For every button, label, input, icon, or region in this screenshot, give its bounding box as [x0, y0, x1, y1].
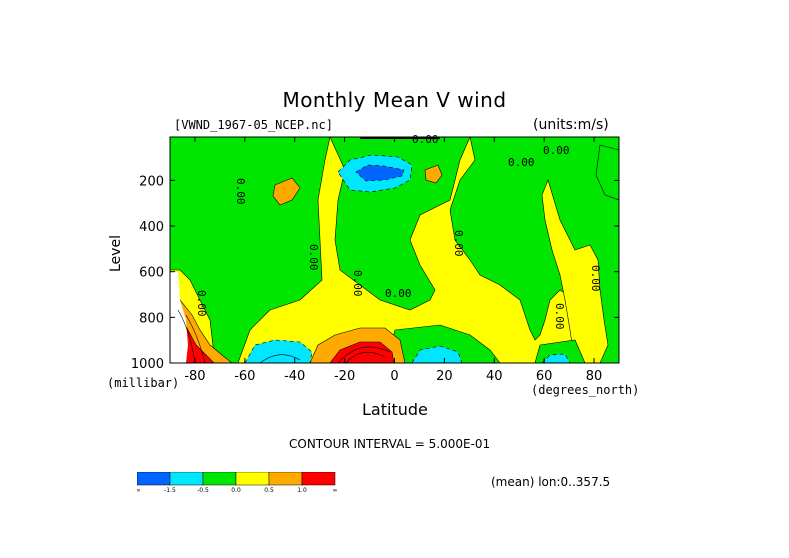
- y-tick-label: 400: [139, 220, 164, 235]
- y-tick-label: 600: [139, 266, 164, 281]
- colorbar: -∞ -1.5 -0.5 0.0 0.5 1.0 ∞: [137, 472, 338, 494]
- colorbar-swatch: [169, 472, 204, 486]
- x-tick-label: 80: [586, 369, 603, 384]
- colorbar-swatch: [202, 472, 237, 486]
- chart-title: Monthly Mean V wind: [282, 88, 507, 112]
- contour-interval-text: CONTOUR INTERVAL = 5.000E-01: [289, 437, 491, 451]
- x-axis-title: Latitude: [362, 400, 428, 419]
- contour-label: 0.00: [553, 303, 566, 330]
- y-axis-units: (millibar): [107, 376, 180, 390]
- contour-label: 0.00: [385, 287, 412, 300]
- colorbar-label: ∞: [333, 487, 338, 494]
- region-blue-jet-core: [355, 164, 405, 182]
- region-cyan-surface-north: [541, 353, 571, 363]
- file-label: [VWND_1967-05_NCEP.nc]: [174, 118, 333, 132]
- y-tick-label: 200: [139, 174, 164, 189]
- region-orange-upper-mid: [424, 164, 443, 184]
- y-axis: 200 400 600 800 1000: [131, 174, 619, 372]
- colorbar-label: -∞: [137, 487, 141, 494]
- x-tick-label: -20: [334, 369, 355, 384]
- contour-label: 0.00: [234, 178, 247, 205]
- mean-text: (mean) lon:0..357.5: [491, 475, 611, 489]
- y-tick-label: 800: [139, 311, 164, 326]
- colorbar-swatch: [137, 472, 171, 486]
- region-orange-upper-left: [272, 177, 301, 206]
- contour-label: 0.00: [543, 144, 570, 157]
- colorbar-label: 1.0: [297, 487, 307, 494]
- colorbar-label: -1.5: [164, 487, 176, 494]
- contour-label: 0.00: [508, 156, 535, 169]
- x-tick-label: 40: [486, 369, 503, 384]
- surface-contour-lines: [177, 309, 391, 363]
- x-tick-label: 20: [436, 369, 453, 384]
- x-tick-label: -60: [234, 369, 255, 384]
- colorbar-swatch: [301, 472, 336, 486]
- colorbar-label: 0.0: [231, 487, 241, 494]
- x-tick-label: 0: [390, 369, 398, 384]
- y-axis-title: Level: [108, 235, 124, 272]
- region-cyan-surface-equatorial: [411, 345, 463, 363]
- x-tick-label: -80: [184, 369, 205, 384]
- x-axis-units: (degrees_north): [531, 383, 640, 397]
- colorbar-label: 0.5: [264, 487, 274, 494]
- colorbar-label: -0.5: [197, 487, 209, 494]
- x-tick-label: -40: [284, 369, 305, 384]
- contour-label: 0.00: [589, 265, 602, 292]
- colorbar-swatch: [235, 472, 270, 486]
- contour-label-group: 0.00 0.00 0.00 0.00 0.00 0.00 0.00 0.00 0.00 0.00…: [195, 133, 602, 330]
- contour-label: 0.00: [307, 244, 320, 271]
- contour-label: 0.00: [452, 230, 465, 257]
- region-red-surface-subtropic: [329, 341, 395, 363]
- colorbar-swatch: [268, 472, 303, 486]
- x-tick-label: 60: [536, 369, 553, 384]
- y-tick-label: 1000: [131, 357, 164, 372]
- contour-label: 0.00: [195, 290, 208, 317]
- contour-label: 0.00: [351, 270, 364, 297]
- x-axis: -80 -60 -40 -20 0 20 40 60 80: [184, 137, 602, 384]
- contour-label: 0.00: [412, 133, 439, 146]
- units-label: (units:m/s): [533, 117, 609, 133]
- region-green-right-upper: [595, 144, 619, 201]
- region-yellow-right-band: [541, 179, 609, 363]
- region-white-missing: [170, 272, 188, 363]
